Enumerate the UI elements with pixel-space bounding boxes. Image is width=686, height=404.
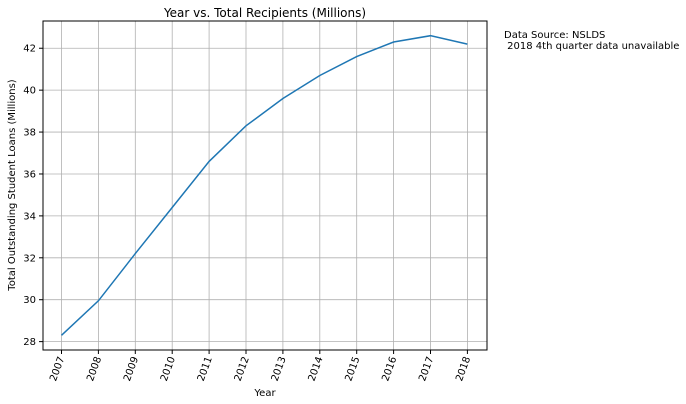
y-axis-label: Total Outstanding Student Loans (Million…	[7, 79, 18, 291]
x-tick-label: 2014	[307, 355, 326, 383]
y-tick-label: 32	[23, 253, 36, 264]
y-tick-label: 34	[23, 211, 36, 222]
y-tick-label: 40	[23, 86, 36, 97]
x-tick-label: 2007	[48, 355, 67, 383]
y-tick-label: 38	[23, 128, 36, 139]
x-tick-label: 2009	[122, 355, 141, 383]
x-tick-label: 2010	[159, 355, 178, 383]
x-axis-label: Year	[253, 388, 276, 399]
x-tick-label: 2017	[417, 355, 436, 383]
x-tick-label: 2018	[454, 355, 473, 383]
x-tick-label: 2008	[85, 355, 104, 383]
note-line-1: Data Source: NSLDS	[504, 30, 606, 41]
grid-lines	[43, 21, 487, 350]
y-tick-label: 36	[23, 169, 36, 180]
x-tick-label: 2013	[270, 355, 289, 383]
y-axis-ticks: 28 30 32 34 36 38 40 42	[23, 44, 43, 348]
series-line	[60, 34, 468, 336]
x-tick-label: 2011	[196, 355, 215, 383]
y-tick-label: 28	[23, 337, 36, 348]
x-axis-ticks: 2007 2008 2009 2010 2011 2012 2013 2014 2015 2016…	[48, 350, 473, 383]
x-tick-label: 2016	[380, 355, 399, 383]
chart-title: Year vs. Total Recipients (Millions)	[163, 6, 366, 20]
x-tick-label: 2015	[343, 355, 362, 383]
y-tick-label: 30	[23, 295, 36, 306]
data-source-note: Data Source: NSLDS 2018 4th quarter data…	[504, 30, 679, 52]
note-line-2: 2018 4th quarter data unavailable	[504, 41, 680, 52]
x-tick-label: 2012	[233, 355, 252, 383]
y-tick-label: 42	[23, 44, 36, 55]
plot-area-frame	[42, 20, 488, 351]
